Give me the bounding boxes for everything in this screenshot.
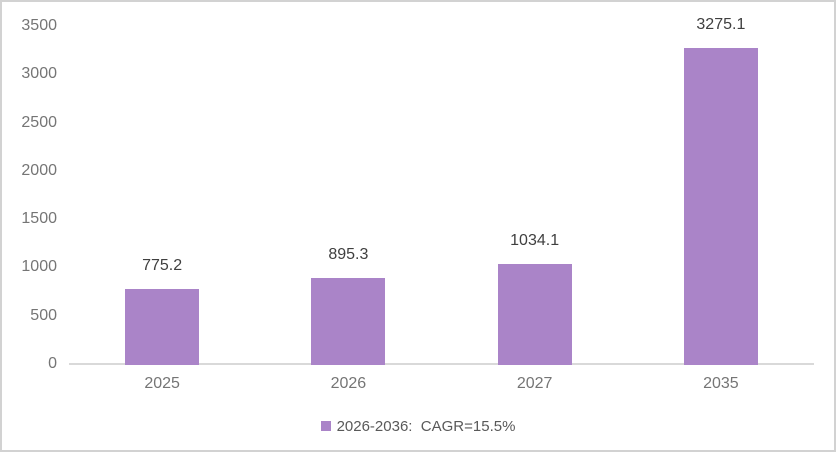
y-axis-tick-label: 3500 [21,17,57,34]
x-axis-category-label: 2026 [330,375,367,392]
bar-value-label: 775.2 [142,257,183,275]
y-axis-tick-label: 2500 [21,113,57,131]
x-axis-category-label: 2027 [516,375,553,392]
bar [125,289,200,365]
bar-value-label: 3275.1 [696,15,746,33]
bar-value-label: 1034.1 [510,232,560,250]
y-axis-tick-label: 1500 [21,210,57,228]
y-axis-tick-label: 0 [48,355,57,372]
y-axis-tick-label: 500 [30,306,57,324]
legend-square-marker-icon [320,421,331,431]
bar [311,277,386,365]
x-axis-category-label: 2035 [703,375,739,392]
x-axis-category-label: 2025 [144,375,180,392]
x-axis-line [69,363,814,365]
bar [497,264,572,365]
legend-label: 2026-2036: CAGR=15.5% [336,417,516,435]
legend: 2026-2036: CAGR=15.5% [2,416,834,436]
y-axis-tick-label: 1000 [21,258,57,276]
bar-value-label: 895.3 [328,245,369,263]
y-axis-tick-label: 2000 [21,161,57,179]
bar [683,47,758,365]
y-axis-tick-label: 3000 [21,65,57,83]
